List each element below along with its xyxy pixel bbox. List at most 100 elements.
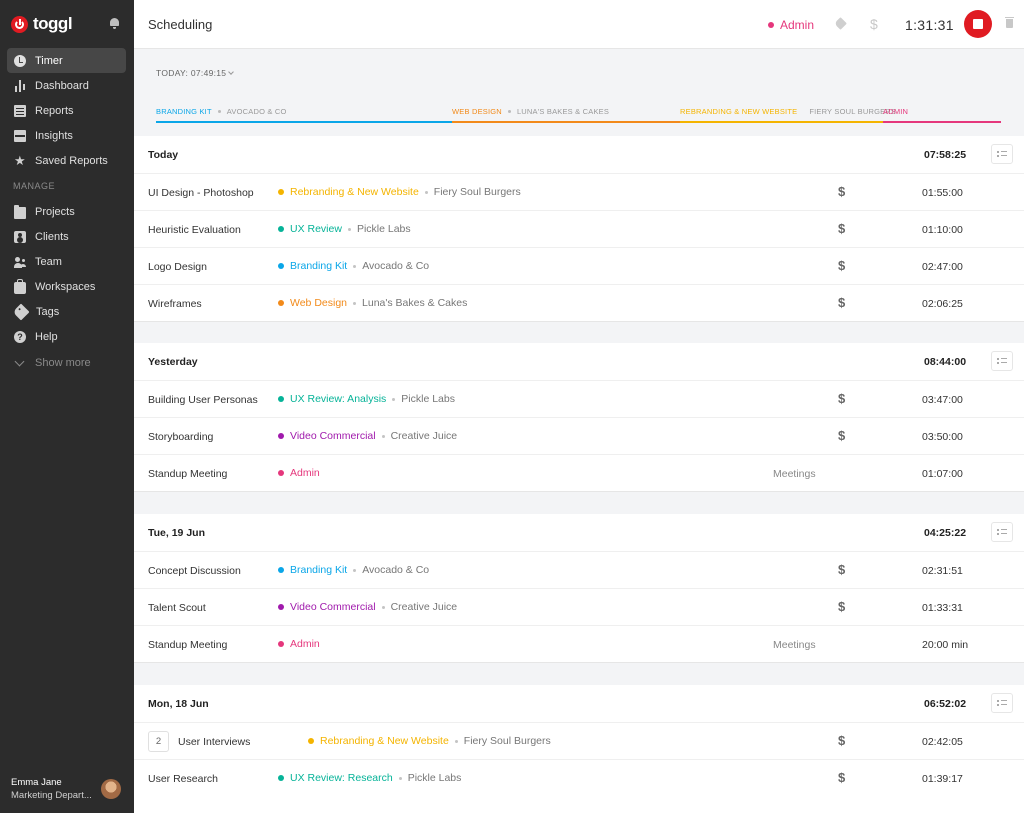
- time-entry-row[interactable]: User Research UX Review: Research Pickle…: [134, 759, 1024, 796]
- entry-description[interactable]: Concept Discussion: [148, 565, 241, 577]
- sidebar-item-show-more[interactable]: Show more: [0, 350, 134, 375]
- billable-dollar-icon[interactable]: $: [838, 391, 846, 406]
- entry-duration[interactable]: 02:06:25: [922, 298, 963, 310]
- entry-duration[interactable]: 02:42:05: [922, 736, 963, 748]
- entry-project[interactable]: Rebranding & New Website Fiery Soul Burg…: [278, 186, 521, 198]
- project-color-dot: [278, 775, 284, 781]
- entry-project[interactable]: UX Review: Analysis Pickle Labs: [278, 393, 455, 405]
- user-profile[interactable]: Emma Jane Marketing Depart...: [11, 776, 92, 802]
- time-entry-row[interactable]: UI Design - Photoshop Rebranding & New W…: [134, 173, 1024, 210]
- time-entry-row[interactable]: Logo Design Branding Kit Avocado & Co $ …: [134, 247, 1024, 284]
- sidebar-item-help[interactable]: ? Help: [0, 325, 134, 350]
- entry-description[interactable]: User Interviews: [178, 736, 251, 748]
- entry-duration[interactable]: 20:00 min: [922, 639, 969, 651]
- billable-dollar-icon[interactable]: $: [838, 221, 846, 236]
- project-name: Admin: [290, 467, 320, 479]
- billable-dollar-icon[interactable]: $: [838, 258, 846, 273]
- entry-description[interactable]: Logo Design: [148, 261, 207, 273]
- billable-dollar-icon[interactable]: $: [838, 599, 846, 614]
- time-entry-row[interactable]: Storyboarding Video Commercial Creative …: [134, 417, 1024, 454]
- day-label: Tue, 19 Jun: [148, 527, 205, 539]
- day-total: 06:52:02: [924, 698, 967, 710]
- sidebar-item-tags[interactable]: Tags: [0, 300, 134, 325]
- time-entry-row[interactable]: Talent Scout Video Commercial Creative J…: [134, 588, 1024, 625]
- bulk-edit-toggle-icon[interactable]: [991, 693, 1013, 713]
- sidebar-item-reports[interactable]: Reports: [0, 98, 134, 123]
- billable-dollar-icon[interactable]: $: [838, 428, 846, 443]
- billable-dollar-icon[interactable]: $: [838, 562, 846, 577]
- sidebar-item-team[interactable]: Team: [0, 249, 134, 274]
- entry-description[interactable]: Talent Scout: [148, 602, 206, 614]
- summary-label: ADMIN: [883, 107, 1001, 116]
- sidebar-item-label: Timer: [35, 54, 63, 67]
- entry-description[interactable]: Building User Personas: [148, 394, 258, 406]
- entry-duration[interactable]: 01:55:00: [922, 187, 963, 199]
- avatar[interactable]: [101, 779, 121, 799]
- bulk-edit-toggle-icon[interactable]: [991, 144, 1013, 164]
- time-entry-row[interactable]: Wireframes Web Design Luna's Bakes & Cak…: [134, 284, 1024, 321]
- entry-description[interactable]: Wireframes: [148, 298, 202, 310]
- entry-duration[interactable]: 01:33:31: [922, 602, 963, 614]
- entry-project[interactable]: Video Commercial Creative Juice: [278, 601, 457, 613]
- sidebar-item-insights[interactable]: Insights: [0, 124, 134, 149]
- time-entry-row[interactable]: Standup Meeting Admin Meetings 01:07:00: [134, 454, 1024, 491]
- entry-project[interactable]: Video Commercial Creative Juice: [278, 430, 457, 442]
- separator-dot: [398, 776, 402, 780]
- entry-duration[interactable]: 03:47:00: [922, 394, 963, 406]
- entry-description[interactable]: Standup Meeting: [148, 639, 228, 651]
- time-entry-row[interactable]: Concept Discussion Branding Kit Avocado …: [134, 551, 1024, 588]
- trash-icon[interactable]: [1005, 17, 1014, 28]
- sidebar-item-timer[interactable]: Timer: [7, 48, 126, 74]
- time-entry-group-row[interactable]: 2 User Interviews Rebranding & New Websi…: [134, 722, 1024, 759]
- entry-count-badge[interactable]: 2: [148, 731, 169, 752]
- entry-duration[interactable]: 03:50:00: [922, 431, 963, 443]
- time-entry-row[interactable]: Building User Personas UX Review: Analys…: [134, 380, 1024, 417]
- entry-duration[interactable]: 01:39:17: [922, 773, 963, 785]
- sidebar-item-clients[interactable]: Clients: [0, 224, 134, 249]
- entry-duration[interactable]: 01:07:00: [922, 468, 963, 480]
- sidebar-item-workspaces[interactable]: Workspaces: [0, 275, 134, 300]
- today-total-dropdown[interactable]: TODAY: 07:49:15: [156, 68, 235, 78]
- entry-project[interactable]: Web Design Luna's Bakes & Cakes: [278, 297, 467, 309]
- entry-project[interactable]: UX Review Pickle Labs: [278, 223, 411, 235]
- running-entry-description[interactable]: Scheduling: [148, 17, 213, 32]
- entry-description[interactable]: Heuristic Evaluation: [148, 224, 241, 236]
- manage-section-label: MANAGE: [13, 181, 56, 192]
- billable-dollar-icon[interactable]: $: [838, 770, 846, 785]
- tag-icon[interactable]: [834, 17, 847, 30]
- billable-dollar-icon[interactable]: $: [838, 184, 846, 199]
- folder-icon: [14, 204, 26, 219]
- entry-description[interactable]: Standup Meeting: [148, 468, 228, 480]
- bulk-edit-toggle-icon[interactable]: [991, 522, 1013, 542]
- logo[interactable]: toggl: [0, 0, 134, 48]
- running-entry-project[interactable]: Admin: [768, 18, 814, 32]
- entry-description[interactable]: User Research: [148, 773, 219, 785]
- time-entry-row[interactable]: Heuristic Evaluation UX Review Pickle La…: [134, 210, 1024, 247]
- separator-dot: [454, 739, 458, 743]
- entry-duration[interactable]: 01:10:00: [922, 224, 963, 236]
- entry-project[interactable]: Admin: [278, 467, 326, 479]
- billable-dollar-icon[interactable]: $: [870, 16, 878, 32]
- entry-project[interactable]: Admin: [278, 638, 326, 650]
- entry-project[interactable]: UX Review: Research Pickle Labs: [278, 772, 461, 784]
- entry-project[interactable]: Branding Kit Avocado & Co: [278, 564, 429, 576]
- sidebar-item-dashboard[interactable]: Dashboard: [0, 73, 134, 98]
- bell-icon[interactable]: [109, 17, 120, 29]
- stop-timer-button[interactable]: [964, 10, 992, 38]
- entry-duration[interactable]: 02:31:51: [922, 565, 963, 577]
- entry-tag[interactable]: Meetings: [773, 639, 816, 651]
- project-color-dot: [278, 641, 284, 647]
- entry-description[interactable]: Storyboarding: [148, 431, 214, 443]
- entry-project[interactable]: Branding Kit Avocado & Co: [278, 260, 429, 272]
- entry-project[interactable]: Rebranding & New Website Fiery Soul Burg…: [308, 735, 551, 747]
- entry-description[interactable]: UI Design - Photoshop: [148, 187, 254, 199]
- time-entry-row[interactable]: Standup Meeting Admin Meetings 20:00 min: [134, 625, 1024, 662]
- entry-tag[interactable]: Meetings: [773, 468, 816, 480]
- sidebar-item-projects[interactable]: Projects: [0, 199, 134, 224]
- entry-duration[interactable]: 02:47:00: [922, 261, 963, 273]
- billable-dollar-icon[interactable]: $: [838, 295, 846, 310]
- bulk-edit-toggle-icon[interactable]: [991, 351, 1013, 371]
- sidebar-item-saved-reports[interactable]: ★ Saved Reports: [0, 149, 134, 174]
- billable-dollar-icon[interactable]: $: [838, 733, 846, 748]
- day-total: 04:25:22: [924, 527, 967, 539]
